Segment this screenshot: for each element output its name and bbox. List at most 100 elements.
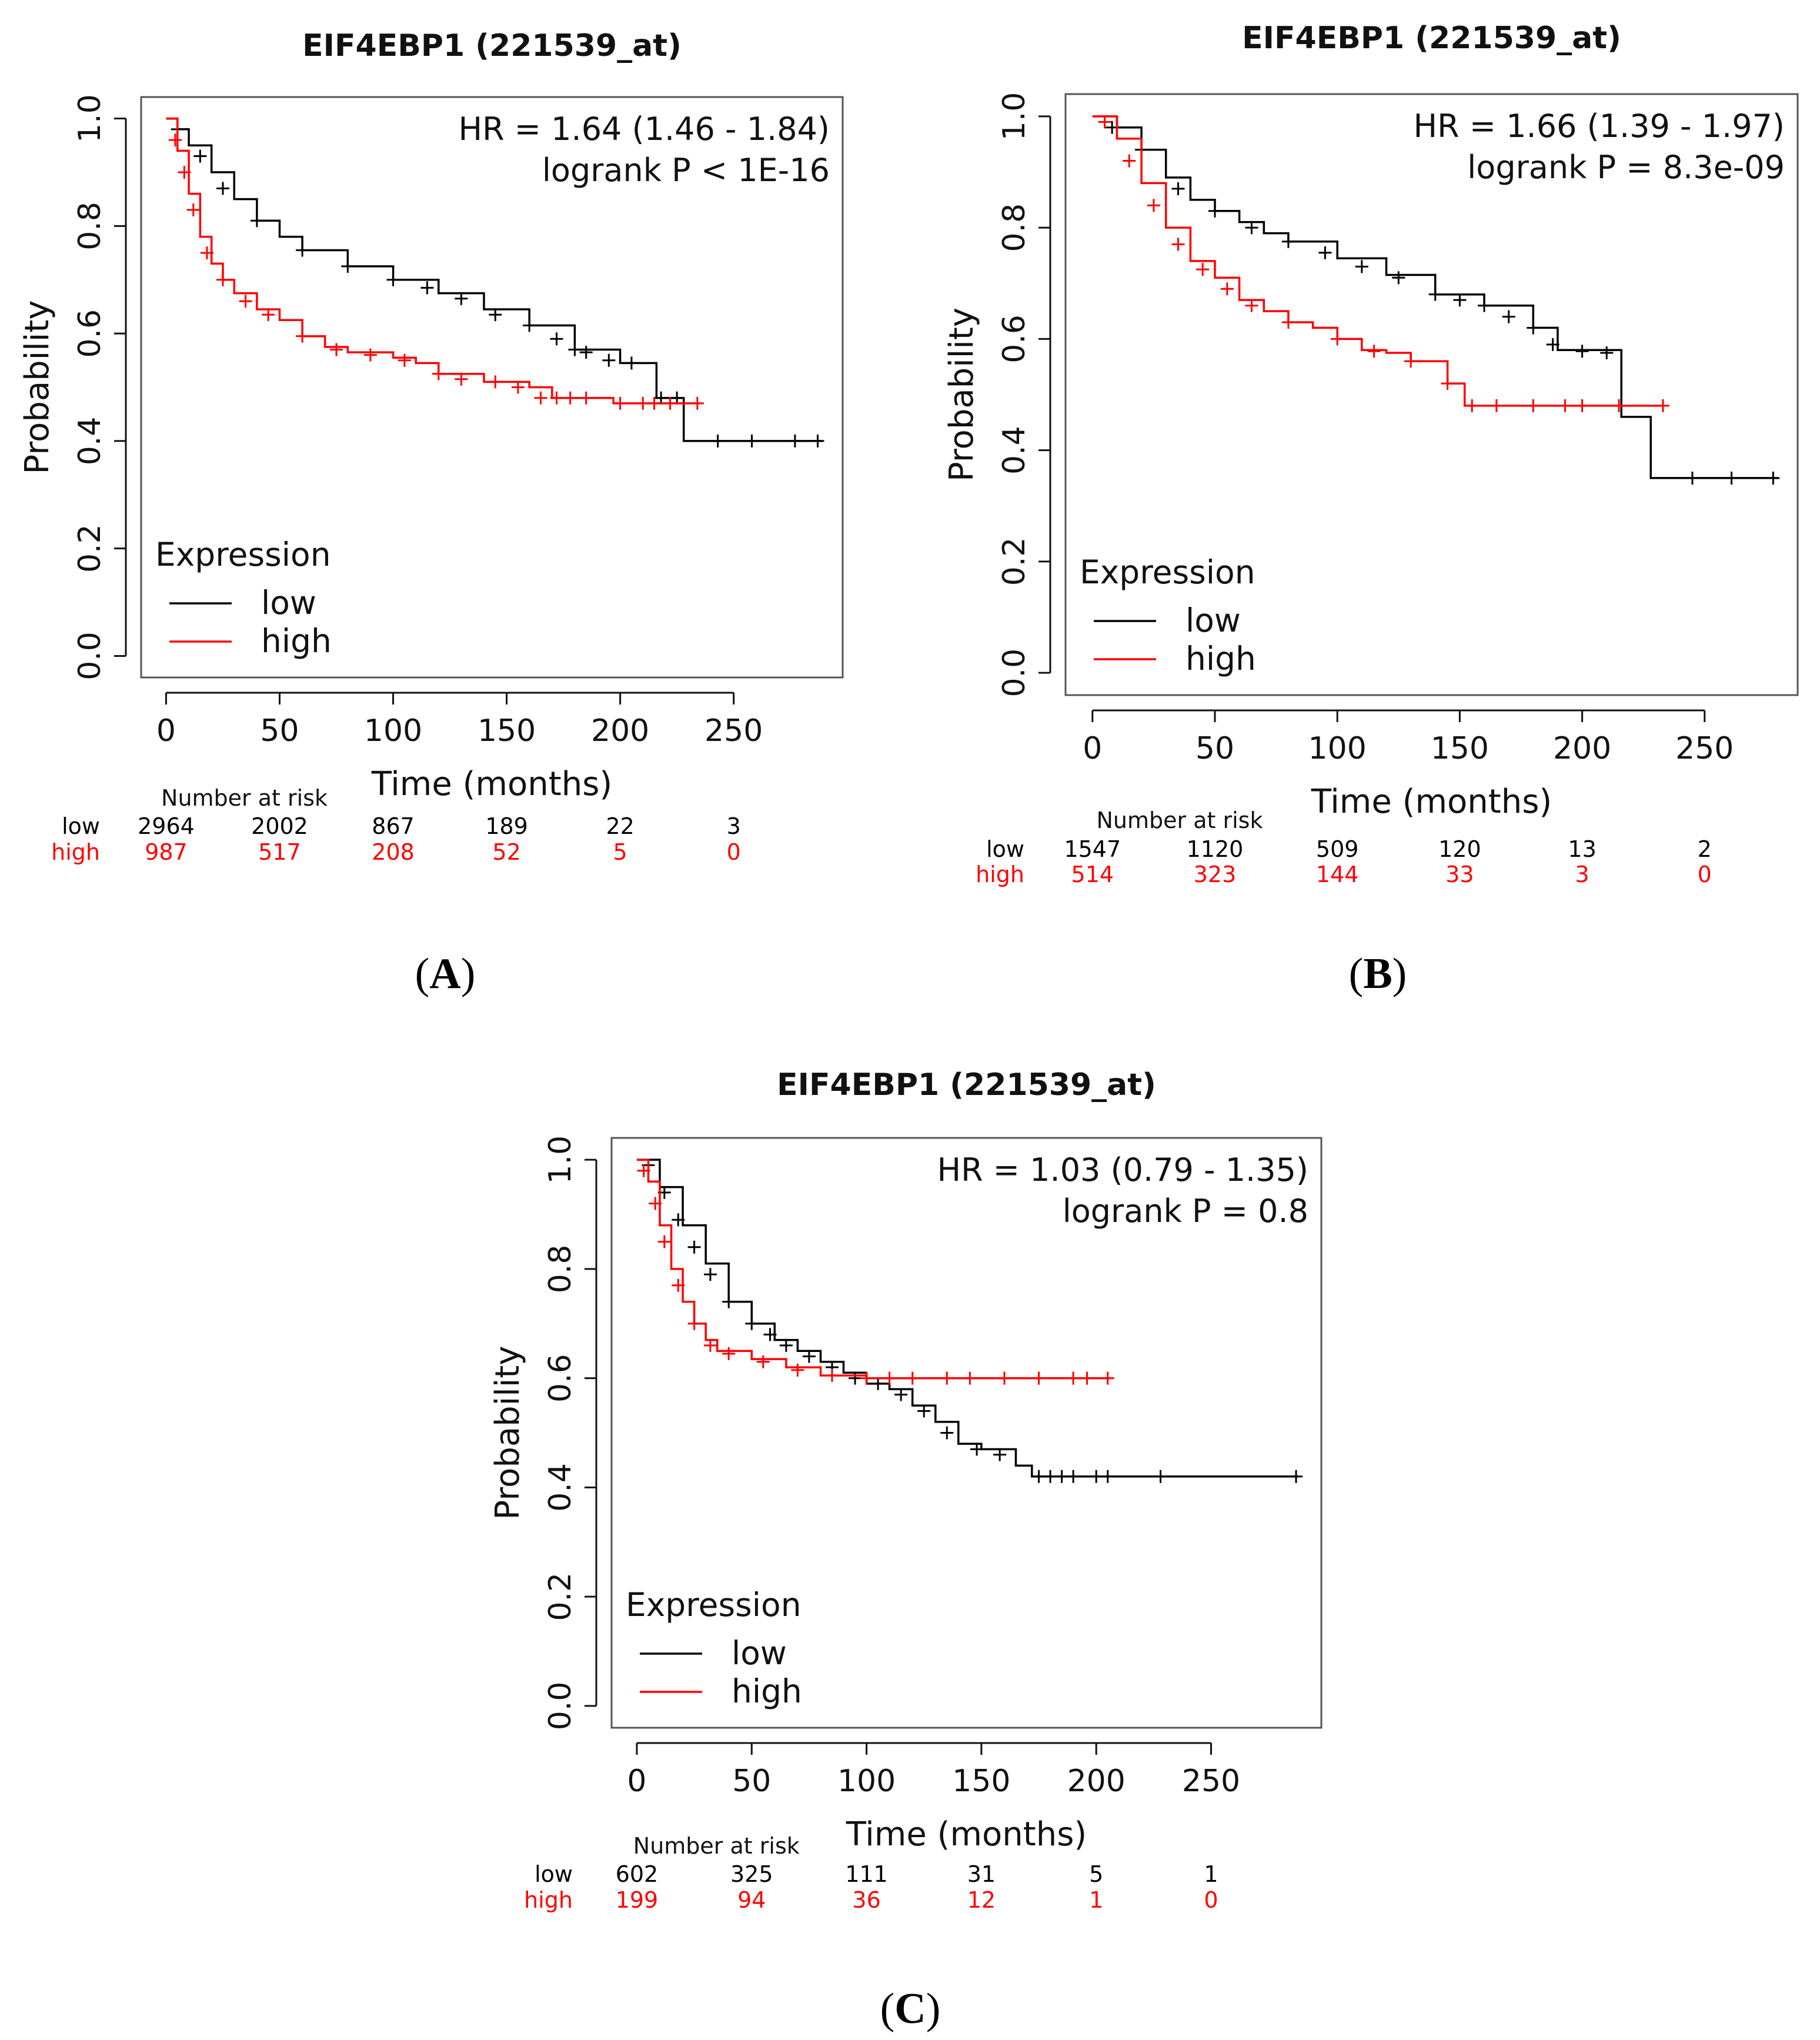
x-tick-label: 150 — [1431, 731, 1489, 766]
risk-value-high: 208 — [372, 839, 415, 865]
censor-mark-low — [1055, 1470, 1068, 1483]
censor-mark-high — [1441, 377, 1454, 390]
censor-mark-low — [654, 391, 668, 405]
y-tick-label: 0.4 — [72, 417, 108, 466]
censor-mark-low — [216, 182, 229, 195]
caption-open-paren: ( — [1349, 950, 1364, 998]
risk-table-a: Number at risk low 2964 2002 867 189 22 3 high 98… — [51, 785, 741, 865]
x-tick-label: 50 — [732, 1764, 771, 1799]
x-axis-b: 0 50 100 150 200 250 Time (months) — [1083, 709, 1734, 821]
risk-value-low: 120 — [1438, 836, 1481, 862]
risk-value-low: 5 — [1089, 1861, 1103, 1887]
y-axis-a: 0.0 0.2 0.4 0.6 0.8 1.0 Probability — [18, 94, 127, 680]
censor-mark-high — [1098, 115, 1111, 129]
risk-value-high: 199 — [616, 1887, 659, 1913]
censor-mark-low — [1290, 1470, 1303, 1483]
censor-mark-low — [1171, 182, 1185, 195]
censor-mark-low — [602, 353, 616, 367]
censor-mark-low — [940, 1426, 954, 1440]
censor-mark-high — [1331, 332, 1344, 346]
censor-mark-low — [1090, 1470, 1103, 1483]
risk-row-label-high: high — [51, 839, 100, 865]
hazard-ratio-text-a: HR = 1.64 (1.46 - 1.84) — [458, 111, 830, 148]
y-axis-c: 0.0 0.2 0.4 0.6 0.8 1.0 Probability — [489, 1136, 597, 1730]
hazard-ratio-text-c: HR = 1.03 (0.79 - 1.35) — [937, 1151, 1308, 1188]
risk-value-low: 2964 — [138, 813, 195, 839]
censor-mark-low — [1318, 246, 1332, 259]
x-axis-c: 0 50 100 150 200 250 Time (months) — [627, 1742, 1240, 1854]
logrank-p-text-c: logrank P = 0.8 — [1063, 1193, 1308, 1230]
censor-mark-low — [687, 1240, 701, 1254]
risk-value-high: 3 — [1575, 862, 1589, 887]
censor-mark-high — [1032, 1371, 1046, 1385]
censor-mark-high — [1147, 199, 1160, 212]
y-axis-title-a: Probability — [18, 300, 56, 474]
censor-mark-high — [534, 391, 547, 405]
y-tick-label: 0.6 — [997, 315, 1032, 363]
censor-mark-low — [625, 356, 638, 370]
x-tick-label: 150 — [952, 1764, 1010, 1799]
censor-mark-low — [250, 214, 263, 228]
km-curve-high-a — [166, 117, 700, 405]
y-tick-label: 0.2 — [72, 524, 108, 573]
censor-mark-high — [216, 273, 229, 286]
risk-table-header-a: Number at risk — [161, 785, 328, 811]
censor-mark-high — [398, 353, 411, 367]
caption-close-paren: ) — [926, 1985, 941, 2033]
censor-mark-low — [489, 308, 502, 322]
x-axis-title-c: Time (months) — [846, 1815, 1087, 1854]
censor-mark-low — [1527, 321, 1540, 335]
series-high-b — [1092, 115, 1669, 412]
y-tick-label: 0.4 — [543, 1463, 578, 1512]
censor-mark-low — [1281, 235, 1295, 248]
censor-mark-high — [563, 391, 577, 405]
caption-close-paren: ) — [1392, 950, 1407, 998]
censor-mark-low — [1208, 204, 1221, 218]
censor-mark-low — [550, 332, 563, 346]
censor-mark-high — [613, 396, 627, 410]
censor-mark-low — [1766, 471, 1780, 485]
y-tick-label: 1.0 — [543, 1136, 578, 1184]
caption-open-paren: ( — [880, 1985, 895, 2033]
risk-value-high: 987 — [145, 839, 188, 865]
risk-table-b: Number at risk low 1547 1120 509 120 13 2 high 51… — [976, 807, 1712, 887]
censor-mark-low — [670, 391, 684, 405]
censor-mark-high — [550, 391, 563, 405]
censor-mark-low — [788, 434, 802, 448]
x-tick-label: 200 — [1067, 1764, 1126, 1799]
panel-caption-b: (B) — [1349, 950, 1407, 998]
risk-value-high: 1 — [1089, 1887, 1103, 1913]
risk-value-low: 13 — [1568, 836, 1596, 862]
y-tick-label: 0.4 — [997, 426, 1032, 475]
censor-mark-high — [1101, 1371, 1114, 1385]
censor-mark-low — [568, 343, 582, 356]
censor-mark-high — [432, 367, 445, 380]
x-tick-label: 250 — [704, 713, 763, 749]
censor-mark-high — [637, 1164, 650, 1177]
censor-mark-low — [745, 434, 759, 448]
caption-letter: B — [1363, 950, 1392, 998]
x-axis-title-a: Time (months) — [371, 765, 612, 803]
censor-mark-low — [1546, 338, 1559, 351]
censor-mark-low — [341, 259, 355, 273]
legend-label-low: low — [1185, 602, 1241, 639]
censor-mark-high — [703, 1338, 717, 1352]
x-tick-label: 100 — [1308, 731, 1367, 766]
x-tick-label: 200 — [591, 713, 649, 749]
censor-mark-low — [917, 1404, 931, 1418]
censor-mark-low — [296, 243, 309, 257]
censor-mark-high — [1575, 399, 1589, 412]
censor-mark-high — [579, 391, 593, 405]
risk-value-high: 517 — [258, 839, 301, 865]
censor-mark-low — [1101, 1470, 1114, 1483]
risk-value-low: 2 — [1698, 836, 1712, 862]
censor-mark-high — [330, 343, 343, 356]
censor-mark-high — [1490, 399, 1503, 412]
censor-mark-high — [883, 1371, 896, 1385]
risk-row-label-low: low — [535, 1861, 573, 1887]
censor-mark-high — [997, 1371, 1011, 1385]
risk-value-high: 0 — [727, 839, 741, 865]
censor-mark-high — [186, 203, 200, 216]
km-curve-high-b — [1092, 115, 1663, 407]
censor-mark-low — [672, 1213, 685, 1227]
